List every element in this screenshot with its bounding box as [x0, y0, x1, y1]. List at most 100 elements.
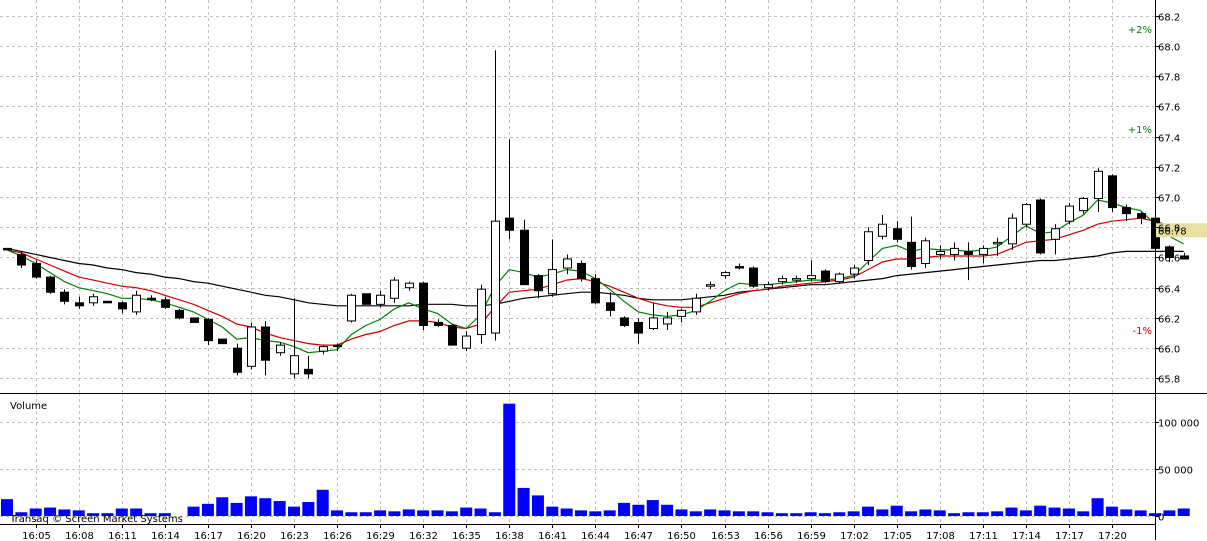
volume-bar[interactable]: [933, 510, 946, 516]
volume-bar[interactable]: [747, 511, 760, 516]
volume-bar[interactable]: [431, 510, 444, 516]
candle[interactable]: [390, 277, 399, 303]
candle[interactable]: [692, 293, 701, 315]
volume-bar[interactable]: [460, 507, 473, 516]
volume-bar[interactable]: [919, 509, 932, 516]
candle[interactable]: [606, 292, 615, 317]
candle[interactable]: [118, 301, 127, 314]
volume-bar[interactable]: [273, 501, 286, 516]
volume-bar[interactable]: [158, 513, 171, 516]
candle[interactable]: [878, 215, 887, 240]
volume-bar[interactable]: [345, 512, 358, 516]
volume-bar[interactable]: [775, 513, 788, 516]
candle[interactable]: [103, 300, 112, 304]
candle[interactable]: [1180, 252, 1189, 260]
volume-bar[interactable]: [417, 510, 430, 516]
volume-bar[interactable]: [230, 502, 243, 516]
volume-bar[interactable]: [1, 499, 13, 516]
volume-bar[interactable]: [862, 506, 874, 516]
volume-bar[interactable]: [402, 509, 415, 516]
candle[interactable]: [764, 281, 773, 291]
candle[interactable]: [907, 216, 916, 270]
volume-bar[interactable]: [216, 497, 229, 516]
volume-bar[interactable]: [689, 511, 702, 516]
volume-bar[interactable]: [187, 506, 200, 516]
candle[interactable]: [577, 260, 586, 282]
candle[interactable]: [319, 345, 328, 355]
candle[interactable]: [60, 289, 69, 305]
candle[interactable]: [405, 281, 414, 291]
volume-bar[interactable]: [1134, 510, 1147, 516]
candle[interactable]: [75, 296, 84, 309]
volume-bar[interactable]: [646, 500, 659, 516]
candle[interactable]: [491, 50, 500, 341]
candle[interactable]: [132, 290, 141, 315]
candle[interactable]: [46, 275, 55, 294]
volume-bar[interactable]: [331, 510, 344, 516]
candle[interactable]: [290, 298, 299, 379]
volume-bar[interactable]: [1105, 506, 1118, 516]
candle[interactable]: [979, 245, 988, 264]
volume-bar[interactable]: [388, 511, 401, 516]
candlesticks[interactable]: [3, 50, 1189, 379]
volume-bar[interactable]: [976, 512, 989, 516]
volume-bar[interactable]: [44, 507, 57, 516]
volume-bar[interactable]: [991, 511, 1004, 516]
candle[interactable]: [721, 271, 730, 279]
candle[interactable]: [175, 308, 184, 320]
volume-bar[interactable]: [1005, 507, 1018, 516]
candle[interactable]: [276, 342, 285, 356]
candle[interactable]: [347, 293, 356, 323]
volume-bar[interactable]: [575, 510, 587, 516]
candle[interactable]: [477, 284, 486, 344]
volume-bar[interactable]: [718, 510, 731, 516]
candle[interactable]: [706, 281, 715, 290]
candle[interactable]: [3, 247, 12, 251]
volume-bar[interactable]: [905, 511, 918, 516]
volume-bar[interactable]: [130, 508, 143, 516]
volume-bar[interactable]: [244, 496, 257, 516]
volume-bar[interactable]: [732, 511, 745, 516]
candle[interactable]: [204, 317, 213, 346]
candle[interactable]: [161, 296, 170, 309]
candle[interactable]: [850, 265, 859, 279]
candle[interactable]: [1022, 203, 1031, 228]
volume-bar[interactable]: [531, 495, 544, 516]
volume-bar[interactable]: [790, 513, 803, 516]
candle[interactable]: [893, 221, 902, 243]
volume-bar[interactable]: [1091, 498, 1104, 516]
volume-bar[interactable]: [72, 510, 85, 516]
volume-bar[interactable]: [359, 512, 372, 516]
volume-bar[interactable]: [87, 513, 100, 516]
candle[interactable]: [247, 322, 256, 370]
volume-bar[interactable]: [1034, 505, 1047, 516]
volume-bar[interactable]: [661, 504, 674, 516]
volume-bar[interactable]: [144, 513, 157, 516]
candle[interactable]: [807, 260, 816, 282]
volume-bar[interactable]: [890, 505, 903, 516]
candle[interactable]: [376, 290, 385, 308]
volume-bar[interactable]: [876, 509, 889, 516]
volume-bar[interactable]: [101, 513, 114, 516]
candle[interactable]: [1008, 213, 1017, 250]
volume-bar[interactable]: [488, 512, 501, 516]
candle[interactable]: [634, 317, 643, 344]
candle[interactable]: [950, 242, 959, 261]
candle[interactable]: [261, 320, 270, 376]
volume-bar[interactable]: [1062, 508, 1075, 516]
volume-bar[interactable]: [962, 512, 975, 516]
volume-bar[interactable]: [560, 508, 573, 516]
volume-bar[interactable]: [618, 502, 631, 516]
volume-bar[interactable]: [15, 512, 28, 516]
candle[interactable]: [1122, 204, 1131, 222]
volume-bar[interactable]: [517, 487, 530, 516]
candle[interactable]: [1137, 212, 1146, 225]
candle[interactable]: [17, 251, 26, 269]
candle[interactable]: [362, 293, 371, 305]
volume-bar[interactable]: [1177, 508, 1190, 516]
candle[interactable]: [649, 302, 658, 331]
volume-bar[interactable]: [503, 403, 516, 516]
candle[interactable]: [534, 274, 543, 299]
volume-bar[interactable]: [374, 510, 387, 516]
volume-bar[interactable]: [603, 510, 616, 516]
